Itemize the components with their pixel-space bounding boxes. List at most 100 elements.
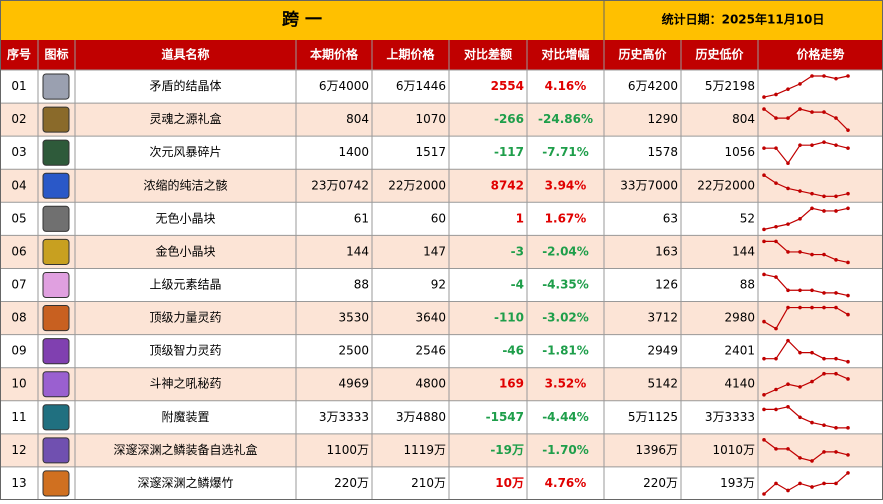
trend-point xyxy=(762,239,766,244)
cell: 3万3333 xyxy=(705,410,755,424)
trend-point xyxy=(774,239,778,244)
trend-point xyxy=(834,426,838,430)
cell: -3 xyxy=(511,244,524,258)
trend-point xyxy=(834,450,838,454)
trend-point xyxy=(786,288,790,293)
trend-point xyxy=(798,415,802,420)
trend-point xyxy=(798,217,802,221)
trend-point xyxy=(810,459,814,463)
cell: -2.04% xyxy=(542,244,589,258)
trend-point xyxy=(810,305,814,310)
trend-point xyxy=(774,407,778,412)
trend-point xyxy=(774,275,778,279)
trend-point xyxy=(798,143,802,147)
cell: 4140 xyxy=(724,377,755,391)
trend-point xyxy=(822,481,826,486)
cell: 5万2198 xyxy=(705,79,755,93)
cell: 3.52% xyxy=(545,377,587,391)
trend-point xyxy=(762,319,766,324)
row-bg xyxy=(0,433,883,467)
trend-line xyxy=(763,207,849,230)
trend-point xyxy=(774,356,778,361)
trend-point xyxy=(822,140,826,144)
row-bg xyxy=(0,268,883,302)
column-header: 对比差额 xyxy=(464,47,512,62)
trend-point xyxy=(786,186,790,191)
cell: 06 xyxy=(11,244,26,258)
trend-line xyxy=(763,174,849,197)
item-icon xyxy=(42,139,70,166)
trend-point xyxy=(846,206,850,211)
cell: 1517 xyxy=(415,145,446,159)
item-icon xyxy=(42,437,70,464)
trend-point xyxy=(810,74,814,78)
row-bg xyxy=(0,367,883,401)
cell: 3530 xyxy=(338,311,369,325)
trend-point xyxy=(774,387,778,392)
trend-point xyxy=(798,189,802,193)
trend-point xyxy=(774,326,778,331)
column-header: 序号 xyxy=(7,47,31,62)
cell: -266 xyxy=(494,112,524,126)
cell: 05 xyxy=(11,211,26,225)
trend-point xyxy=(810,288,814,293)
trend-point xyxy=(774,146,778,150)
cell: -4 xyxy=(511,278,524,292)
cell: 3万3333 xyxy=(319,410,369,424)
column-header: 道具名称 xyxy=(161,47,209,62)
trend-point xyxy=(798,107,802,111)
cell: 193万 xyxy=(720,476,755,490)
cell: 804 xyxy=(346,112,369,126)
cell: 804 xyxy=(732,112,755,126)
cell: 1070 xyxy=(415,112,446,126)
trend-point xyxy=(822,356,826,361)
cell: 10 xyxy=(11,377,26,391)
cell: 22万2000 xyxy=(388,178,446,192)
cell: 浓缩的纯洁之骸 xyxy=(143,177,227,192)
cell: 次元风暴碎片 xyxy=(149,144,221,159)
item-icon xyxy=(42,172,70,199)
row-bg xyxy=(0,301,883,335)
trend-point xyxy=(846,260,850,265)
trend-point xyxy=(834,76,838,81)
cell: 144 xyxy=(346,244,369,258)
trend-point xyxy=(822,305,826,310)
row-bg xyxy=(0,202,883,236)
trend-point xyxy=(822,423,826,428)
trend-point xyxy=(846,471,850,475)
trend-point xyxy=(834,291,838,295)
cell: 4.76% xyxy=(545,476,587,490)
trend-point xyxy=(786,488,790,493)
trend-point xyxy=(798,288,802,293)
cell: -46 xyxy=(502,344,524,358)
cell: 210万 xyxy=(411,476,446,490)
row-bg xyxy=(0,334,883,368)
row-bg xyxy=(0,400,883,434)
cell: -117 xyxy=(494,145,524,159)
trend-point xyxy=(774,224,778,229)
cell: -1.70% xyxy=(542,443,589,457)
trend-point xyxy=(846,74,850,78)
trend-point xyxy=(762,272,766,277)
cell: 顶级智力灵药 xyxy=(149,343,221,358)
trend-point xyxy=(822,110,826,114)
cell: 1578 xyxy=(647,145,678,159)
trend-point xyxy=(822,252,826,257)
trend-point xyxy=(786,222,790,226)
trend-point xyxy=(762,227,766,232)
cell: 5万1125 xyxy=(628,410,678,424)
trend-point xyxy=(762,392,766,397)
cell: 08 xyxy=(11,311,26,325)
column-header: 图标 xyxy=(44,47,68,62)
trend-point xyxy=(762,356,766,361)
trend-point xyxy=(810,206,814,211)
trend-point xyxy=(810,485,814,489)
trend-line xyxy=(763,373,849,396)
trend-point xyxy=(810,143,814,147)
trend-point xyxy=(822,209,826,213)
cell: -24.86% xyxy=(538,112,593,126)
trend-line xyxy=(764,406,848,429)
row-bg xyxy=(0,466,883,500)
